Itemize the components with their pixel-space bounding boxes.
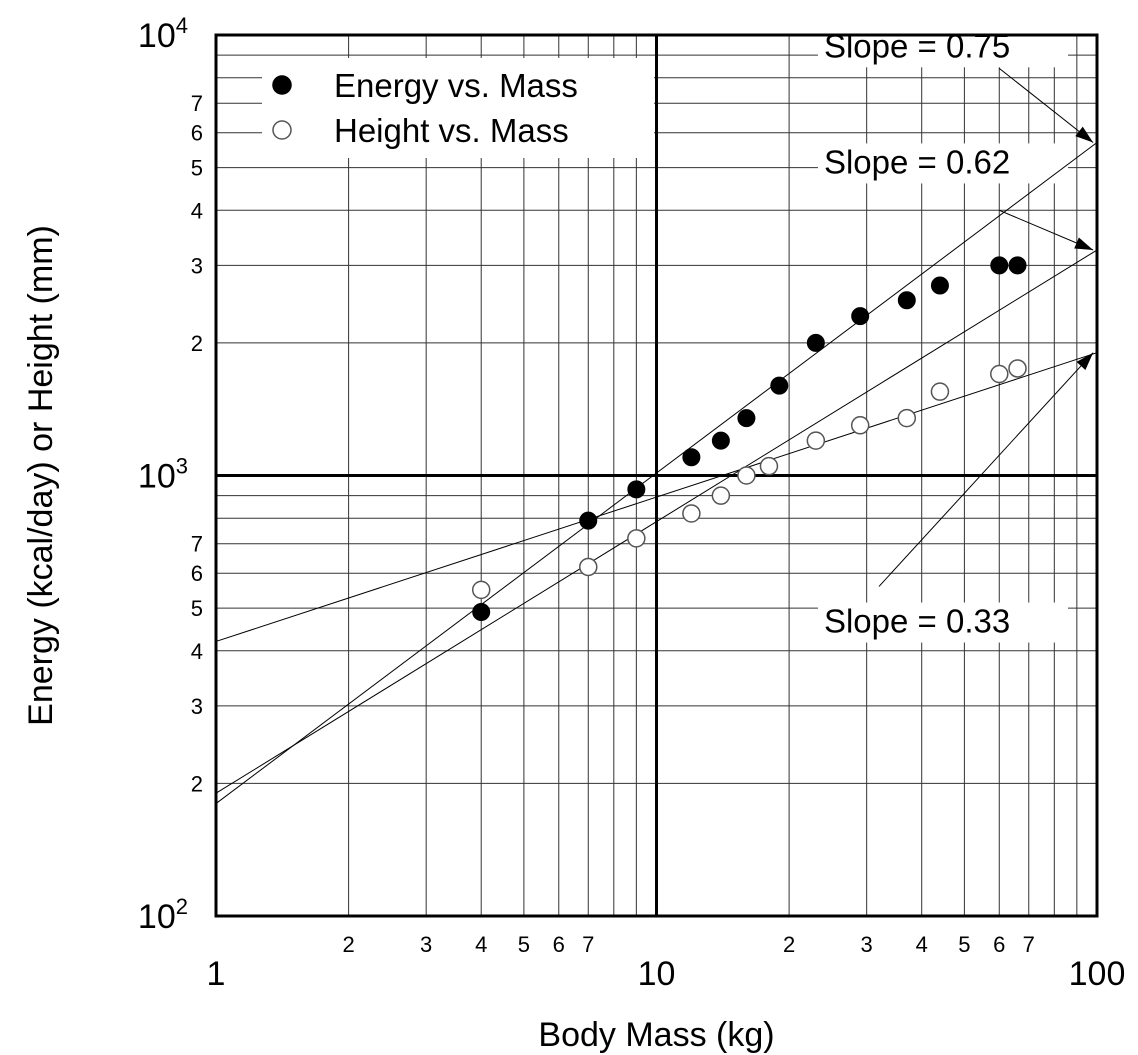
arrowhead-icon (1075, 126, 1094, 143)
height-point (579, 557, 598, 577)
x-axis-title: Body Mass (kg) (538, 1016, 774, 1054)
y-minor-tick-label: 3 (191, 694, 203, 719)
annotation-label-box (817, 143, 1068, 184)
energy-point (682, 448, 701, 467)
slope-label: Slope = 0.33 (824, 603, 1010, 640)
fit-lines (215, 142, 1098, 804)
fit-line (215, 249, 1098, 794)
annotation-labels: Slope = 0.75 Slope = 0.62 Slope = 0.33 (824, 27, 1010, 639)
x-minor-tick-label: 4 (916, 932, 928, 957)
energy-point (990, 256, 1009, 275)
height-point (759, 456, 779, 476)
y-major-tick-label: 104 (138, 13, 188, 55)
legend-open-circle-icon (272, 120, 292, 140)
fit-line (215, 142, 1098, 804)
annotation-arrow (878, 352, 1094, 587)
energy-point (711, 431, 730, 450)
energy-point (472, 602, 491, 621)
legend-filled-circle-icon (272, 75, 292, 95)
x-minor-tick-label: 6 (553, 932, 565, 957)
y-minor-tick-label: 4 (191, 198, 203, 223)
legend-label: Height vs. Mass (334, 112, 569, 149)
y-major-tick-label: 102 (138, 894, 188, 936)
y-minor-tick-label: 4 (191, 639, 203, 664)
x-minor-tick-label: 6 (993, 932, 1005, 957)
y-minor-tick-label: 6 (191, 561, 203, 586)
height-point (682, 504, 701, 523)
x-minor-tick-label: 2 (342, 932, 354, 957)
x-minor-tick-label: 5 (518, 932, 530, 957)
x-minor-tick-label: 7 (1023, 932, 1035, 957)
height-point (737, 466, 756, 485)
x-minor-tick-label: 4 (475, 932, 487, 957)
x-minor-tick-label: 7 (582, 932, 594, 957)
y-minor-tick-label: 3 (191, 253, 203, 278)
height-point (1008, 359, 1027, 378)
energy-point (627, 480, 646, 499)
plot-frame (214, 33, 1099, 918)
y-minor-tick-label: 6 (191, 121, 203, 146)
energy-point (737, 409, 756, 428)
arrowhead-icon (1076, 352, 1094, 371)
x-major-tick-label: 10 (638, 955, 676, 993)
y-minor-tick-label: 2 (191, 771, 203, 796)
y-minor-tick-label: 2 (191, 331, 203, 356)
energy-point (930, 276, 949, 295)
y-major-tick-label: 103 (138, 454, 188, 496)
energy-point (1008, 256, 1027, 275)
y-minor-tick-label: 5 (191, 156, 203, 181)
x-minor-tick-label: 3 (861, 932, 873, 957)
y-minor-tick-label: 5 (191, 596, 203, 621)
legend-label: Energy vs. Mass (334, 67, 578, 104)
height-point (850, 416, 870, 435)
x-major-tick-label: 100 (1069, 955, 1126, 993)
y-axis-title: Energy (kcal/day) or Height (mm) (22, 225, 60, 726)
energy-point (897, 291, 916, 310)
slope-label: Slope = 0.62 (824, 143, 1010, 180)
height-point (897, 408, 917, 428)
height-point (627, 529, 646, 548)
height-point (990, 364, 1009, 384)
energy-point (770, 376, 789, 395)
x-minor-tick-label: 3 (420, 932, 432, 957)
energy-point (851, 307, 870, 326)
y-minor-tick-label: 7 (191, 532, 203, 557)
x-major-tick-label: 1 (207, 955, 226, 993)
energy-point (806, 333, 825, 352)
height-point (806, 431, 826, 450)
height-point (711, 486, 731, 505)
legend: Energy vs. Mass Height vs. Mass (272, 67, 578, 149)
annotation-arrow (998, 67, 1094, 143)
annotation-arrows (878, 67, 1094, 587)
y-tick-labels: 102 103 104 2 3 4 5 6 7 2 3 4 5 6 7 (138, 13, 203, 936)
arrowhead-icon (1074, 237, 1094, 251)
height-point (930, 382, 950, 401)
height-point (471, 580, 491, 600)
slope-label: Slope = 0.75 (824, 27, 1010, 64)
y-minor-tick-label: 7 (191, 91, 203, 116)
x-minor-tick-label: 5 (958, 932, 970, 957)
annotation-label-box (817, 602, 1068, 643)
legend-background (262, 58, 654, 158)
x-minor-tick-label: 2 (783, 932, 795, 957)
data-points (471, 256, 1027, 621)
legend-box (262, 58, 654, 158)
fit-line (215, 352, 1098, 642)
energy-point (579, 511, 598, 530)
annotation-backgrounds (817, 27, 1068, 643)
